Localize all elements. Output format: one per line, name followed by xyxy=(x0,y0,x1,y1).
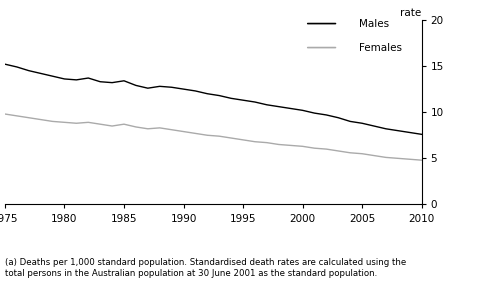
Text: (a) Deaths per 1,000 standard population. Standardised death rates are calculate: (a) Deaths per 1,000 standard population… xyxy=(5,258,406,278)
Text: rate: rate xyxy=(400,8,422,18)
Text: Males: Males xyxy=(359,18,389,29)
Text: Females: Females xyxy=(359,43,402,53)
